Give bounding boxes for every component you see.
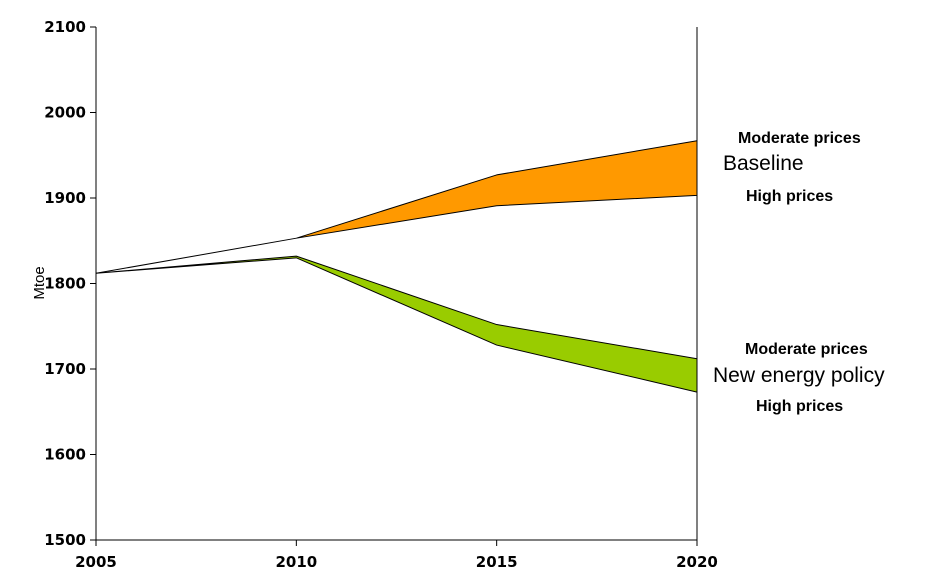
x-tick-label: 2015 [476, 553, 518, 571]
y-tick-label: 1700 [44, 360, 86, 378]
y-axis-title: Mtoe [31, 266, 48, 299]
series-band-0 [95, 140, 698, 274]
policy-series-label: New energy policy [713, 364, 885, 387]
y-tick-label: 1500 [44, 531, 86, 549]
x-tick-label: 2020 [676, 553, 718, 571]
baseline-upper-label: Moderate prices [738, 130, 861, 147]
x-ticks: 2005 2010 2015 2020 [75, 540, 718, 571]
series-band-1 [95, 255, 698, 393]
policy-annotations: Moderate prices New energy policy High p… [713, 341, 885, 415]
policy-upper-label: Moderate prices [745, 341, 868, 358]
policy-lower-label: High prices [756, 398, 843, 415]
y-tick-label: 2100 [44, 18, 86, 36]
baseline-lower-label: High prices [746, 188, 833, 205]
x-tick-label: 2010 [275, 553, 317, 571]
bands-layer [95, 140, 698, 393]
baseline-annotations: Moderate prices Baseline High prices [723, 130, 861, 205]
y-tick-label: 1800 [44, 275, 86, 293]
y-ticks: 1500 1600 1700 1800 1900 2000 2100 [44, 18, 96, 549]
baseline-series-label: Baseline [723, 152, 804, 175]
x-tick-label: 2005 [75, 553, 117, 571]
y-tick-label: 1600 [44, 446, 86, 464]
y-tick-label: 1900 [44, 189, 86, 207]
y-tick-label: 2000 [44, 104, 86, 122]
